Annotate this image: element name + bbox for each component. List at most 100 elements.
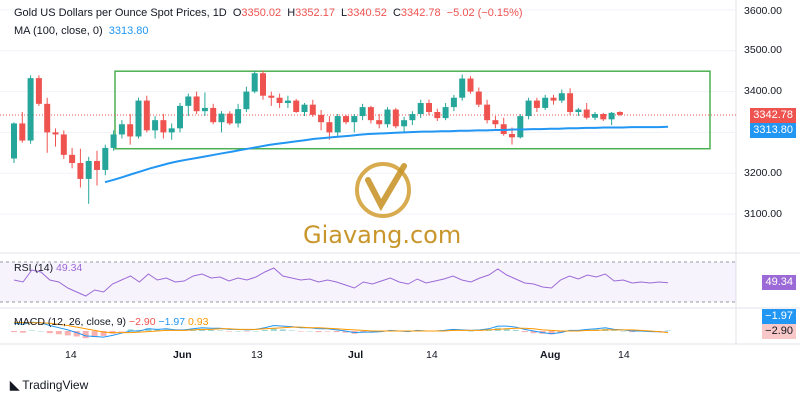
rsi-label: RSI (14) xyxy=(14,262,54,274)
candle-body xyxy=(35,78,42,104)
macd-histogram-bar xyxy=(369,331,376,333)
macd-histogram-bar xyxy=(315,331,322,333)
macd-signal-tag: −2.90 xyxy=(762,324,796,339)
low-value: 3340.52 xyxy=(347,7,387,19)
macd-histogram-bar xyxy=(297,331,304,332)
candle-body xyxy=(409,114,416,121)
candle-body xyxy=(343,116,349,123)
candle-body xyxy=(334,116,341,133)
tradingview-logo[interactable]: ◣ TradingView xyxy=(10,378,88,392)
candle-body xyxy=(251,73,258,92)
candle-body xyxy=(359,107,366,117)
candle-body xyxy=(475,91,482,105)
low-label: L xyxy=(341,7,348,19)
macd-histogram-bar xyxy=(279,329,286,331)
macd-legend[interactable]: MACD (12, 26, close, 9) −2.90 −1.97 0.93 xyxy=(14,316,208,328)
x-tick-label: Aug xyxy=(540,349,561,361)
candle-body xyxy=(550,97,557,101)
candle-body xyxy=(201,107,208,112)
rsi-legend[interactable]: RSI (14) 49.34 xyxy=(14,262,82,274)
macd-histogram-bar xyxy=(91,331,98,338)
candle-body xyxy=(110,134,117,148)
macd-hist-value: −2.90 xyxy=(128,316,156,328)
candle-body xyxy=(509,134,515,138)
candle-body xyxy=(401,120,408,127)
x-tick-label: Jul xyxy=(348,349,364,361)
candle-body xyxy=(143,100,150,131)
macd-histogram-bar xyxy=(665,330,671,331)
candle-body xyxy=(19,123,26,141)
watermark-logo: Giavang.com xyxy=(303,221,461,249)
tradingview-icon: ◣ xyxy=(10,378,20,392)
candle-body xyxy=(260,73,266,96)
candle-body xyxy=(102,147,109,170)
candle-body xyxy=(467,78,474,92)
candle-body xyxy=(376,120,383,125)
candle-body xyxy=(44,103,51,133)
ma-line xyxy=(104,125,669,184)
candle-body xyxy=(135,100,142,137)
candle-body xyxy=(193,96,200,112)
brand-label: TradingView xyxy=(22,378,89,392)
candle-body xyxy=(517,116,524,138)
macd-histogram-bar xyxy=(199,329,206,331)
chart-header: Gold US Dollars per Ounce Spot Prices, 1… xyxy=(14,7,526,19)
macd-histogram-bar xyxy=(485,329,492,331)
ma-price-tag: 3313.80 xyxy=(750,123,796,138)
macd-label: MACD (12, 26, close, 9) xyxy=(14,316,127,328)
candle-body xyxy=(608,112,615,120)
ma-legend[interactable]: MA (100, close, 0) 3313.80 xyxy=(14,25,151,37)
high-label: H xyxy=(287,7,296,19)
range-box xyxy=(114,70,711,150)
y-tick-label: 3600.00 xyxy=(744,5,782,17)
candle-body xyxy=(118,124,125,135)
candle-body xyxy=(575,109,582,112)
macd-histogram-bar xyxy=(82,331,89,339)
candle-body xyxy=(558,93,565,101)
x-tick-label: 14 xyxy=(65,349,77,361)
candle-body xyxy=(301,104,308,112)
candle-body xyxy=(567,93,574,112)
macd-line-tag: −1.97 xyxy=(762,309,796,324)
macd-histogram-bar xyxy=(19,331,26,333)
macd-histogram-bar xyxy=(521,331,528,333)
macd-histogram-bar xyxy=(73,331,80,337)
candle-body xyxy=(60,134,67,155)
rsi-line xyxy=(13,267,669,297)
candle-body xyxy=(218,113,225,123)
y-tick-label: 3500.00 xyxy=(744,44,782,56)
macd-histogram-bar xyxy=(611,330,618,331)
macd-histogram-bar xyxy=(261,329,268,331)
high-value: 3352.17 xyxy=(295,7,335,19)
y-tick-label: 3200.00 xyxy=(744,167,782,179)
candle-body xyxy=(384,109,391,125)
macd-histogram-bar xyxy=(217,330,224,331)
candle-body xyxy=(127,124,134,137)
candle-body xyxy=(367,107,374,121)
candle-body xyxy=(69,154,76,163)
macd-histogram-bar xyxy=(154,329,161,331)
candle-body xyxy=(276,97,283,104)
candle-body xyxy=(326,122,333,133)
candle-body xyxy=(94,160,100,170)
y-tick-label: 3400.00 xyxy=(744,85,782,97)
candle-body xyxy=(492,120,499,125)
macd-histogram-bar xyxy=(118,331,125,332)
macd-histogram-bar xyxy=(11,331,17,333)
macd-signal-value: 0.93 xyxy=(187,316,209,328)
candle-body xyxy=(27,78,34,141)
macd-histogram-bar xyxy=(243,331,250,332)
candle-body xyxy=(243,91,250,110)
candle-body xyxy=(284,100,291,104)
candle-body xyxy=(185,96,192,106)
macd-histogram-bar xyxy=(64,331,71,336)
watermark-emblem-icon xyxy=(355,162,411,218)
candle-body xyxy=(484,104,491,121)
candle-body xyxy=(52,132,59,135)
symbol-title: Gold US Dollars per Ounce Spot Prices, 1… xyxy=(14,7,227,19)
open-label: O xyxy=(232,7,242,19)
candle-body xyxy=(77,163,84,179)
macd-histogram-bar xyxy=(530,331,537,334)
change-value: −5.02 (−0.15%) xyxy=(446,7,523,19)
